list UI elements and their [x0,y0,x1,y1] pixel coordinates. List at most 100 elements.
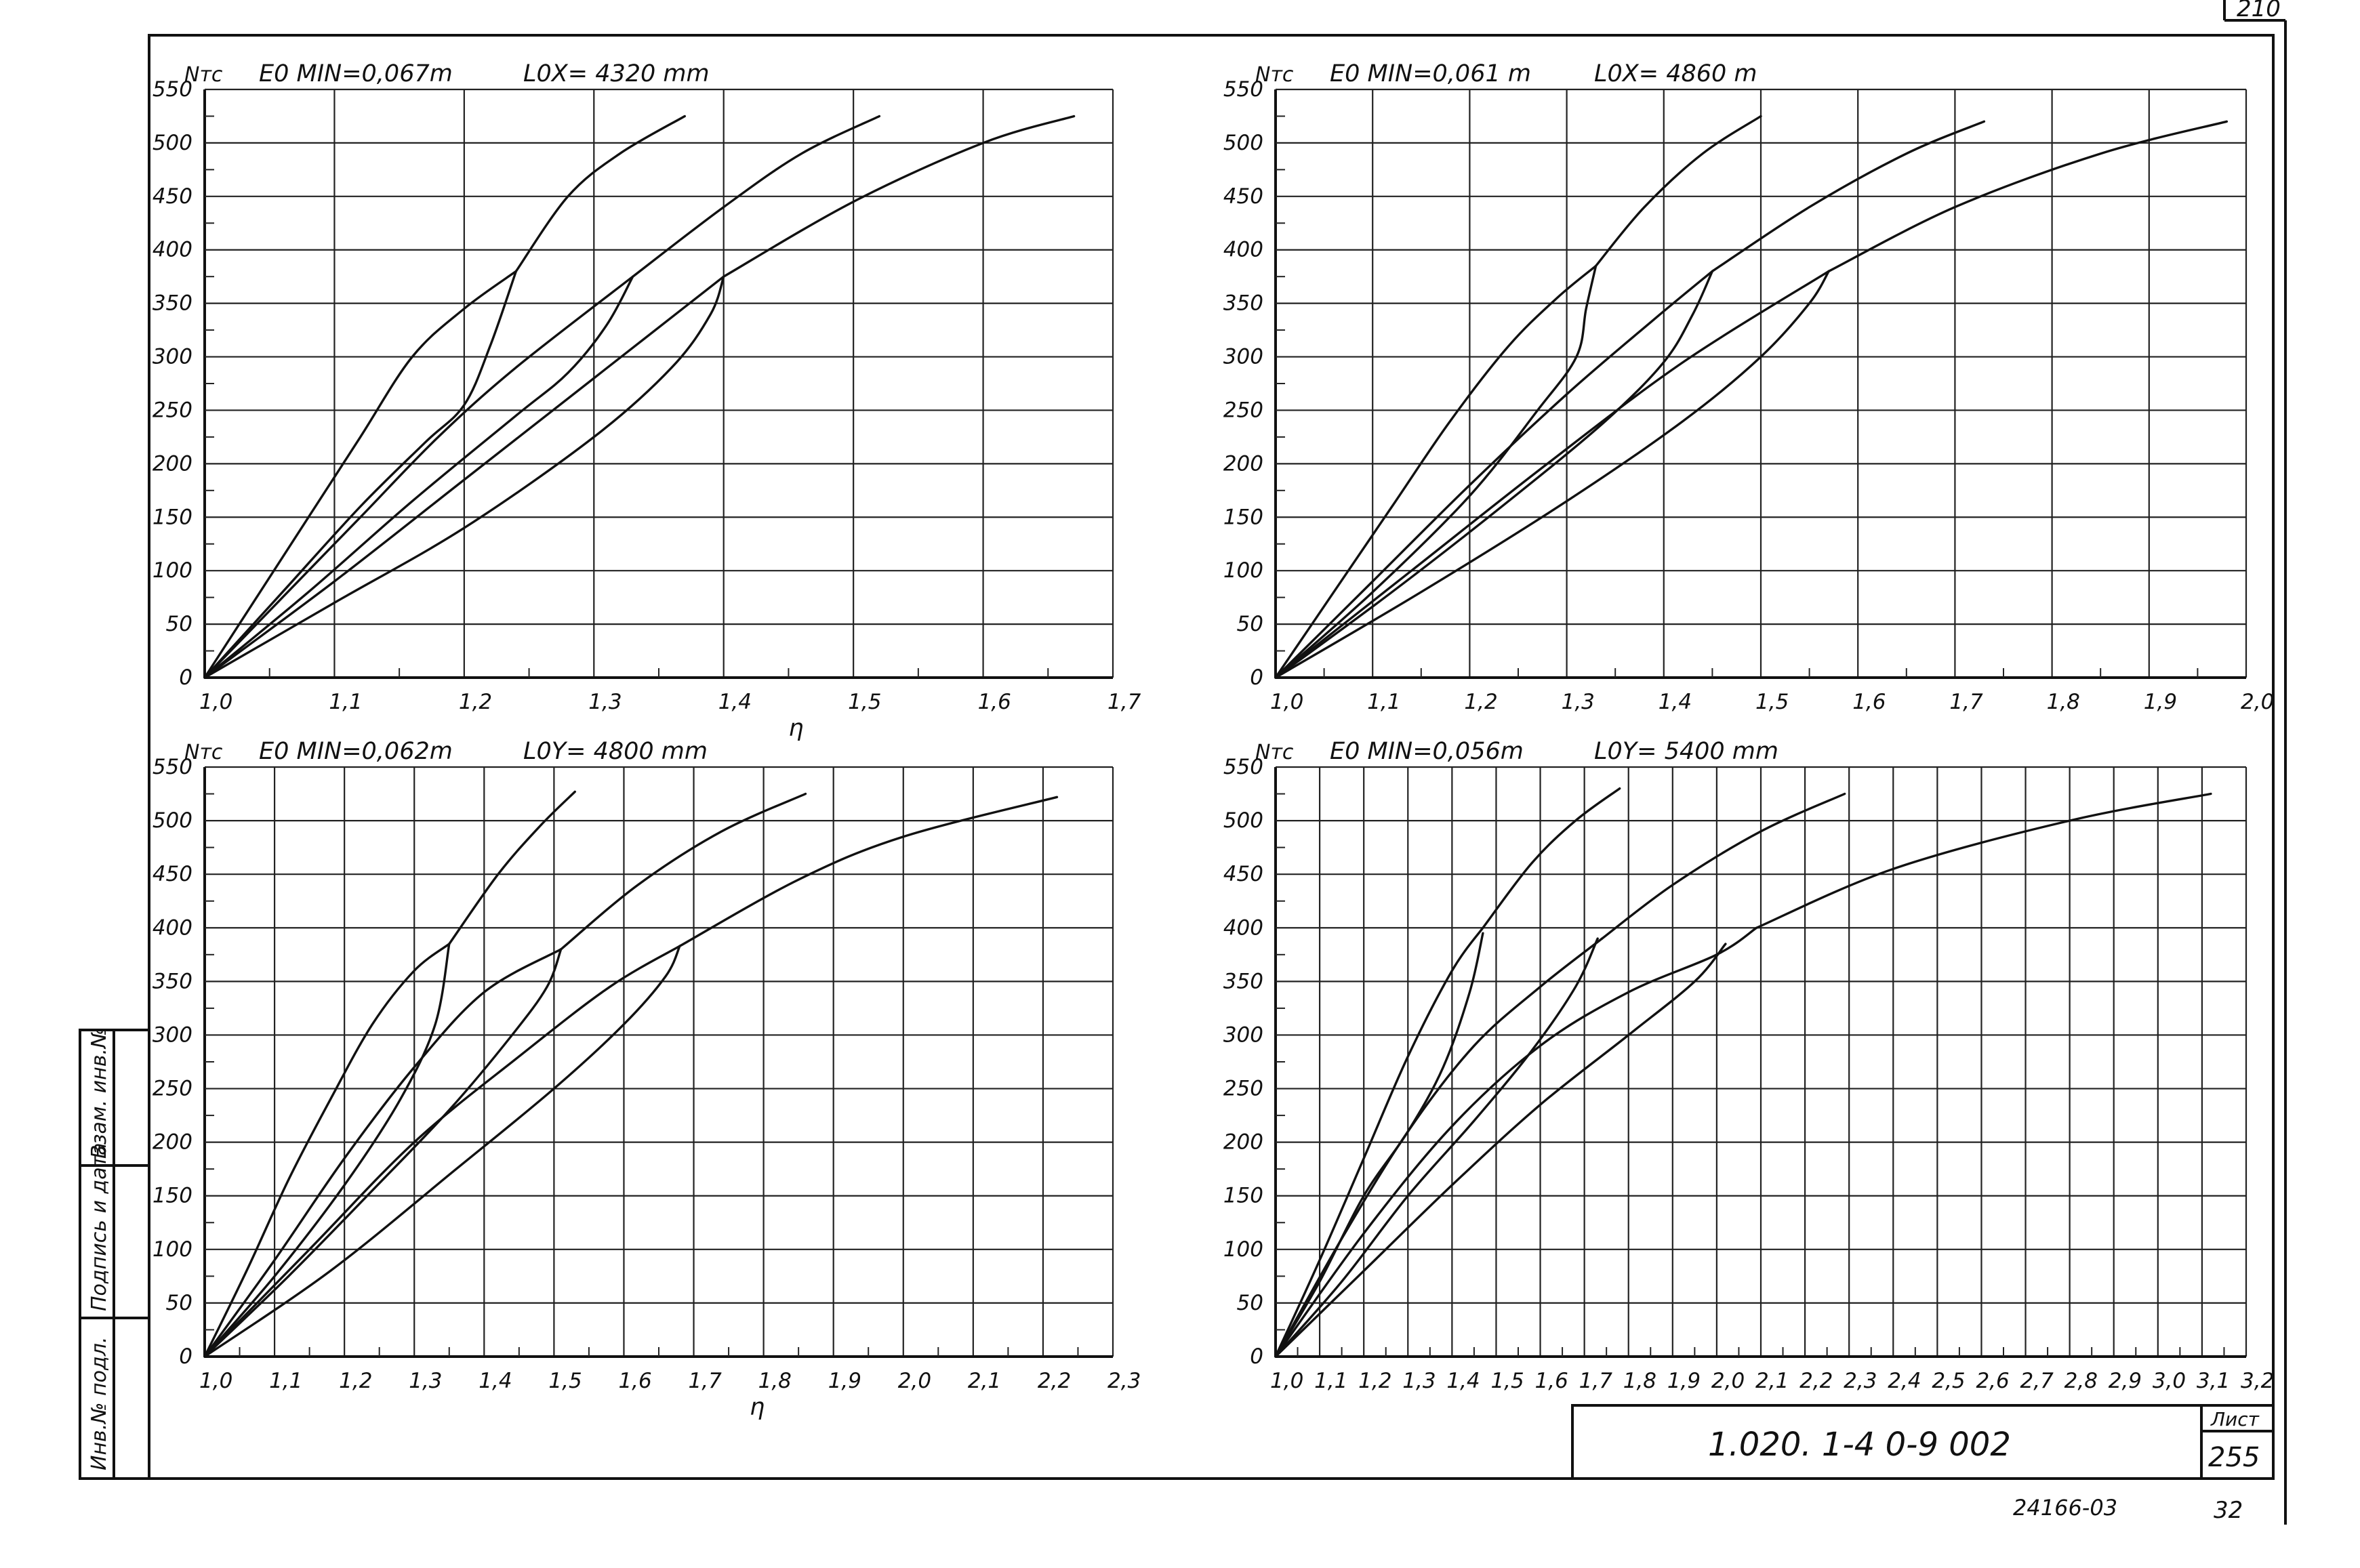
y-tick-label: 550 [1223,755,1263,779]
footer-code: 24166-03 [2013,1495,2117,1521]
x-tick-label: 2,9 [2109,1369,2142,1393]
x-tick-label: 2,6 [1976,1369,2009,1393]
series-line [1274,270,1714,679]
series-line [1274,943,1727,1358]
series-line [203,945,681,1358]
x-tick-label: 2,0 [2241,690,2274,714]
y-tick-label: 250 [1223,1077,1263,1101]
x-axis-label: η [750,1394,765,1421]
x-tick-label: 1,0 [1270,690,1303,714]
title-block: 1.020. 1-4 0-9 002 Лист 255 [1571,1404,2275,1480]
y-tick-label: 300 [1223,1023,1263,1047]
x-tick-label: 3,0 [2153,1369,2186,1393]
series-line [1594,115,1762,268]
series-line [632,115,881,278]
x-tick-label: 1,1 [1314,1369,1347,1393]
series-line [1711,120,1986,272]
y-axis-label: Nтс [184,63,223,87]
emin-header: E0 MIN=0,056m [1330,738,1524,765]
y-tick-label: 0 [179,1344,192,1369]
series-line [203,275,634,679]
x-tick-label: 1,8 [758,1369,792,1393]
series-line [514,115,686,272]
y-tick-label: 350 [1223,969,1263,993]
y-tick-label: 250 [1223,398,1263,422]
series-line [560,792,807,951]
y-tick-label: 350 [152,969,192,993]
x-tick-label: 1,9 [828,1369,861,1393]
series-line [1755,792,2212,929]
series-line [203,945,681,1358]
x-tick-label: 1,8 [1623,1369,1656,1393]
series-line [1274,264,1598,679]
sheet-frame [148,34,2275,1480]
series-line [1274,937,1599,1358]
series-line [678,796,1059,947]
l0-header: L0Y= 5400 mm [1594,738,1778,765]
x-tick-label: 1,0 [1270,1369,1303,1393]
y-tick-label: 50 [166,1291,192,1315]
side-label-inv: Инв.№ подл. [87,1337,111,1470]
series-line [1601,792,1846,940]
x-tick-label: 1,9 [2144,690,2177,714]
y-tick-label: 450 [1223,862,1263,886]
y-axis-label: Nтс [184,741,223,764]
footer-page: 32 [2214,1497,2243,1524]
y-tick-label: 50 [1237,612,1263,636]
y-axis-label: Nтс [1255,741,1294,764]
y-tick-label: 450 [152,862,192,886]
series-line [203,270,518,679]
y-tick-label: 100 [152,558,192,583]
x-tick-label: 1,7 [1579,1369,1613,1393]
left-side-stamp: Инв.№ подл. Подпись и дата Взам. инв.№ [79,1027,150,1480]
x-tick-label: 3,2 [2241,1369,2274,1393]
y-tick-label: 250 [152,1077,192,1101]
x-tick-label: 2,3 [1844,1369,1877,1393]
x-tick-label: 1,2 [1464,690,1497,714]
y-tick-label: 150 [1223,505,1263,529]
series-line [1274,932,1484,1358]
x-tick-label: 1,5 [848,690,881,714]
x-tick-label: 1,2 [1358,1369,1391,1393]
y-tick-label: 500 [1223,131,1263,155]
series-line [1482,787,1621,929]
y-tick-label: 100 [1223,558,1263,583]
x-tick-label: 1,1 [269,1369,302,1393]
x-tick-label: 2,1 [1755,1369,1789,1393]
series-line [203,275,725,679]
y-tick-label: 550 [152,755,192,779]
chart-loy-4800: 1,0 1,1 1,2 1,3 1,4 1,5 1,6 1,7 1,8 1,9 2,0 2,1 2,2 2… [152,738,1141,1421]
y-tick-label: 550 [1223,77,1263,102]
x-tick-label: 2,0 [898,1369,931,1393]
y-tick-label: 200 [1223,451,1263,476]
series-line [1274,926,1484,1358]
series-line [203,943,451,1358]
x-tick-label: 2,8 [2064,1369,2098,1393]
series-line [203,948,563,1358]
emin-header: E0 MIN=0,061 m [1330,60,1531,87]
x-tick-label: 1,1 [329,690,362,714]
emin-header: E0 MIN=0,062m [259,738,453,765]
y-tick-label: 0 [1250,665,1263,690]
y-tick-label: 150 [152,1184,192,1208]
y-tick-label: 0 [1250,1344,1263,1369]
x-tick-label: 1,3 [1562,690,1595,714]
x-tick-label: 1,5 [1755,690,1789,714]
x-tick-label: 1,3 [1402,1369,1436,1393]
x-tick-label: 1,4 [479,1369,512,1393]
y-tick-label: 300 [1223,345,1263,369]
side-label-replace: Взам. инв.№ [87,1027,111,1159]
y-tick-label: 400 [152,238,192,262]
drawing-code: 1.020. 1-4 0-9 002 [1708,1426,2011,1464]
series-line [1274,270,1830,679]
series-line [1274,937,1604,1358]
x-tick-label: 2,0 [1711,1369,1745,1393]
y-tick-label: 200 [152,451,192,476]
y-tick-label: 300 [152,1023,192,1047]
y-tick-label: 400 [1223,915,1263,940]
series-line [203,275,634,679]
chart-lox-4860: 1,0 1,1 1,2 1,3 1,4 1,5 1,6 1,7 1,8 1,9 2,0 0 50 100 1… [1223,60,2274,714]
x-tick-label: 1,9 [1667,1369,1701,1393]
x-tick-label: 1,7 [1107,690,1141,714]
